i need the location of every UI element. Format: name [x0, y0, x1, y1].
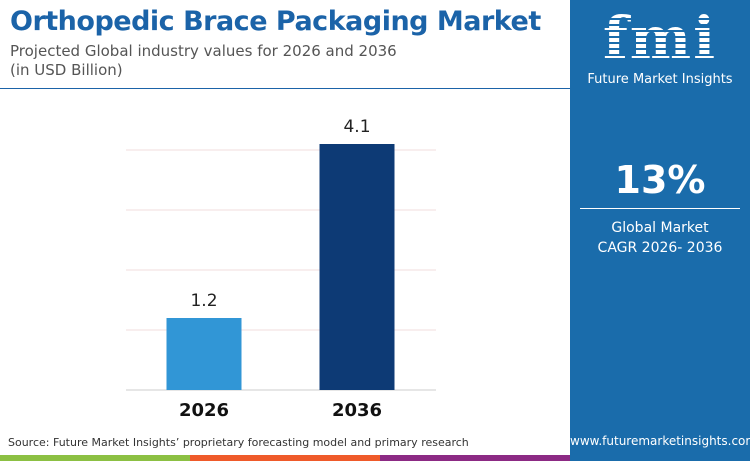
bar-2036 [319, 144, 395, 390]
strip-green [0, 455, 190, 461]
bar-2026 [166, 318, 242, 390]
data-label: 4.1 [343, 117, 370, 137]
subtitle: Projected Global industry values for 202… [10, 42, 397, 80]
bar-chart: 1.2 2026 4.1 2036 [126, 117, 436, 421]
source-note: Source: Future Market Insights’ propriet… [8, 436, 469, 449]
strip-purple [380, 455, 570, 461]
cagr-label-2: CAGR 2026- 2036 [597, 240, 723, 256]
cagr-divider [580, 208, 740, 209]
x-tick-label: 2026 [179, 400, 229, 421]
cagr-label-1: Global Market [611, 220, 709, 236]
brand-name: Future Market Insights [587, 72, 733, 87]
sidebar-panel: fmi Future Market Insights 13% Global Ma… [570, 0, 750, 461]
cagr-value: 13% [614, 158, 706, 202]
page-title: Orthopedic Brace Packaging Market [10, 6, 541, 37]
strip-orange [190, 455, 380, 461]
website-link[interactable]: www.futuremarketinsights.com [570, 434, 750, 448]
subtitle-line-1: Projected Global industry values for 202… [10, 42, 397, 60]
subtitle-line-2: (in USD Billion) [10, 61, 123, 79]
x-tick-label: 2036 [332, 400, 382, 421]
data-label: 1.2 [190, 291, 217, 311]
logo-mark: fmi [570, 8, 750, 68]
divider [0, 88, 570, 89]
cagr-label: Global Market CAGR 2026- 2036 [570, 218, 750, 258]
fmi-logo: fmi Future Market Insights [570, 8, 750, 87]
